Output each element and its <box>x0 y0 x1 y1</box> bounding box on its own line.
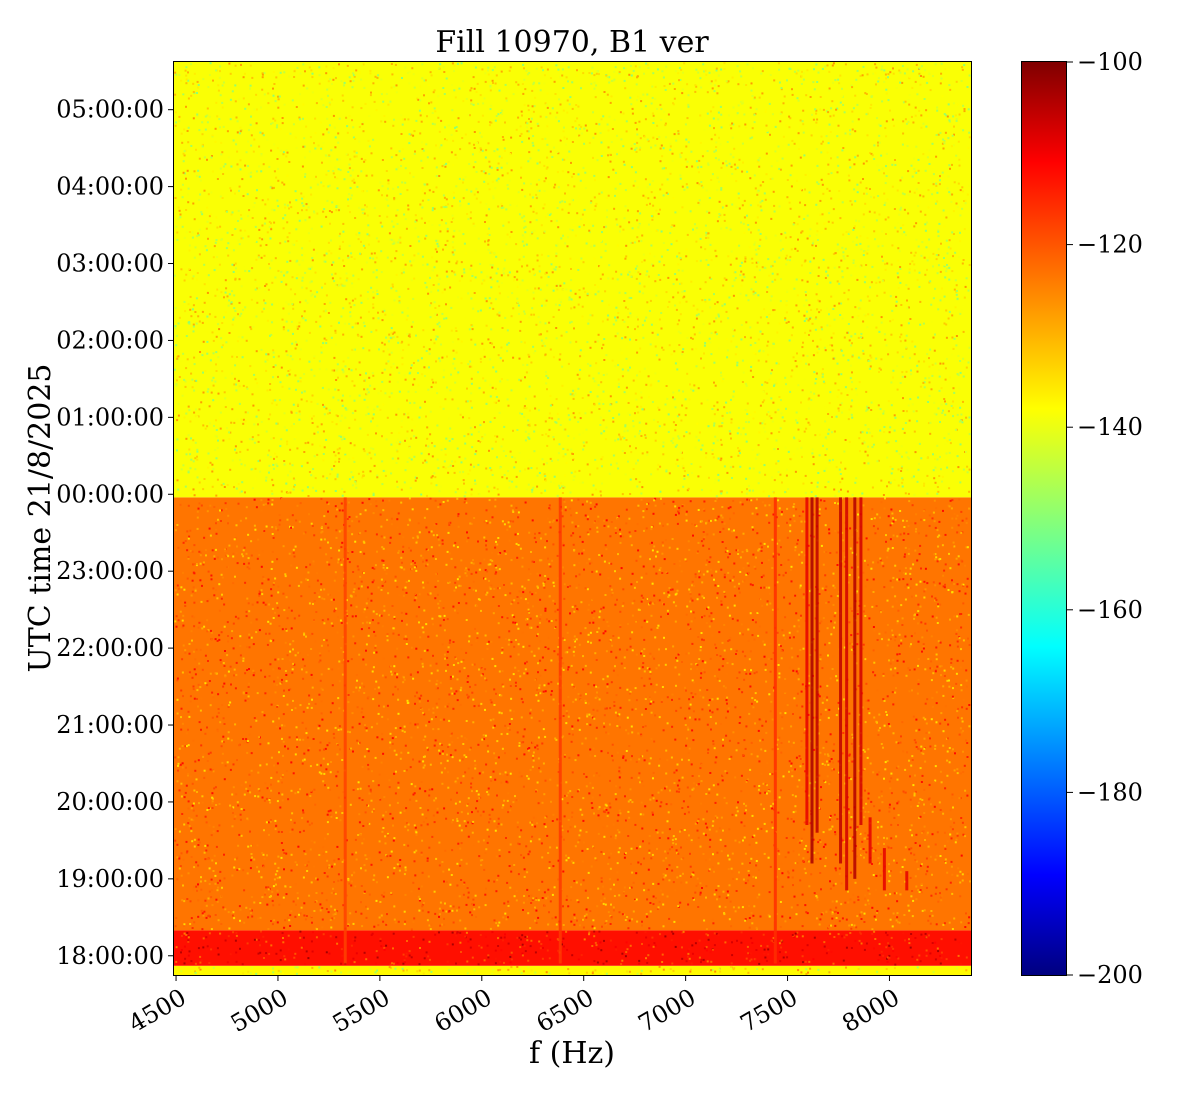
spectral-line-8 <box>853 497 857 879</box>
y-tick-label: 23:00:00 <box>56 557 164 585</box>
y-tick-label: 20:00:00 <box>56 788 164 816</box>
colorbar-tick-label: −200 <box>1077 961 1143 989</box>
y-tick-label: 21:00:00 <box>56 711 164 739</box>
spectral-line-10 <box>868 817 872 864</box>
x-tick-label: 4500 <box>124 983 191 1038</box>
spectral-line-2 <box>773 497 777 964</box>
heatmap-region-2 <box>174 497 971 931</box>
spectral-line-7 <box>845 497 849 891</box>
heatmap-region-3 <box>174 62 971 498</box>
spectral-line-3 <box>805 497 809 826</box>
y-tick-label: 00:00:00 <box>56 480 164 508</box>
x-tick-label: 8000 <box>837 983 904 1038</box>
spectral-line-12 <box>905 871 909 891</box>
heatmap-area <box>174 62 971 975</box>
x-tick-label: 5500 <box>328 983 395 1038</box>
heatmap-texture <box>174 62 971 975</box>
y-tick-label: 05:00:00 <box>56 96 164 124</box>
colorbar-tick-label: −140 <box>1077 413 1143 441</box>
y-tick-label: 04:00:00 <box>56 173 164 201</box>
y-tick-label: 18:00:00 <box>56 942 164 970</box>
spectral-line-6 <box>839 497 843 864</box>
spectral-line-9 <box>859 497 863 826</box>
x-tick-label: 6500 <box>532 983 599 1038</box>
heatmap-region-1 <box>174 930 971 966</box>
y-axis: 18:00:00 19:00:00 20:00:00 21:00:00 22:00:00… <box>56 96 174 970</box>
colorbar-tick-label: −180 <box>1077 778 1143 806</box>
heatmap-region-0 <box>174 965 971 975</box>
y-axis-label: UTC time 21/8/2025 <box>23 364 58 673</box>
x-tick-label: 7500 <box>735 983 802 1038</box>
chart-title: Fill 10970, B1 ver <box>435 25 709 60</box>
y-tick-label: 19:00:00 <box>56 865 164 893</box>
y-tick-label: 03:00:00 <box>56 250 164 278</box>
y-tick-label: 22:00:00 <box>56 634 164 662</box>
colorbar-axis: −100 −120 −140 −160 −180 −200 <box>1067 48 1143 989</box>
colorbar-tick-label: −120 <box>1077 231 1143 259</box>
colorbar-tick-label: −160 <box>1077 596 1143 624</box>
spectral-line-5 <box>815 497 819 833</box>
y-tick-label: 01:00:00 <box>56 403 164 431</box>
colorbar <box>1021 61 1067 976</box>
x-axis-label: f (Hz) <box>529 1036 615 1071</box>
x-tick-label: 6000 <box>430 983 497 1038</box>
x-axis: 4500 5000 5500 6000 6500 7000 7500 8000 <box>124 975 904 1038</box>
y-tick-label: 02:00:00 <box>56 326 164 354</box>
x-tick-label: 5000 <box>226 983 293 1038</box>
spectral-line-0 <box>343 497 347 964</box>
spectral-line-1 <box>558 497 562 964</box>
plot-frame <box>173 61 972 976</box>
x-tick-label: 7000 <box>634 983 701 1038</box>
spectral-line-11 <box>882 848 886 891</box>
spectral-line-4 <box>810 497 814 864</box>
colorbar-tick-label: −100 <box>1077 48 1143 76</box>
